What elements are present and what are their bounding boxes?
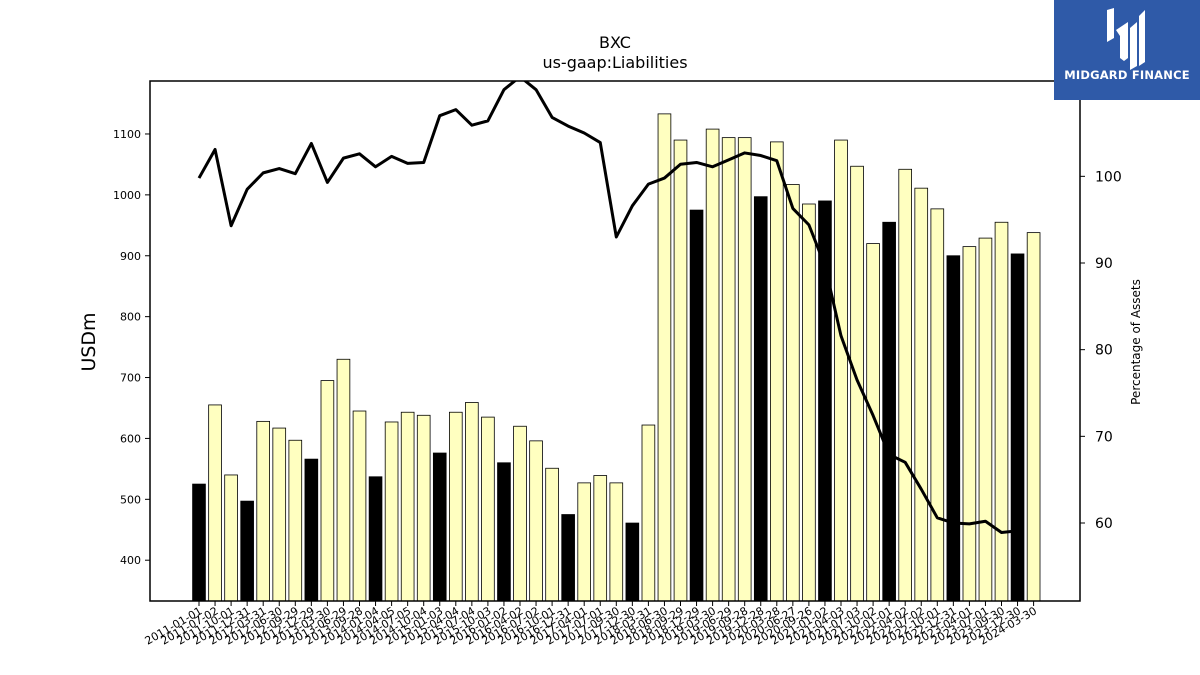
bar-2021-04-03 (834, 139, 848, 602)
bar-2018-12-29 (689, 209, 704, 602)
bar-2020-09-26 (802, 203, 816, 602)
y-tick-label-600: 600 (120, 432, 141, 445)
y2-tick-label-60: 60 (1095, 516, 1113, 532)
line-series (197, 81, 1018, 535)
bar-2012-03-31 (256, 420, 270, 602)
bar-2012-12-29 (304, 458, 319, 602)
bar-2013-06-29 (336, 358, 351, 602)
y2-tick-label-90: 90 (1095, 256, 1113, 272)
bar-2023-12-30 (1010, 253, 1025, 602)
brand-logo: MIDGARD FINANCE (1054, 0, 1200, 100)
bar-2013-09-28 (352, 410, 367, 602)
bar-2022-01-01 (882, 221, 896, 602)
y-axis-label: USDm (78, 312, 100, 371)
bar-2011-01-01 (192, 483, 206, 602)
y2-tick-label-80: 80 (1095, 343, 1113, 359)
bar-2016-12-31 (561, 514, 575, 602)
y-tick-label-800: 800 (120, 311, 141, 324)
bar-2020-06-27 (786, 184, 800, 602)
y-tick-label-1100: 1100 (113, 128, 141, 141)
y2-axis-label: Percentage of Assets (1129, 279, 1143, 405)
bar-2018-03-31 (641, 424, 656, 602)
bar-2019-06-29 (721, 137, 736, 602)
bar-2016-10-01 (545, 467, 559, 602)
bar-2021-10-02 (866, 243, 880, 602)
bar-2019-12-28 (753, 196, 768, 602)
bar-2016-04-02 (513, 425, 527, 602)
bar-2023-04-01 (962, 246, 977, 602)
bar-2021-01-02 (818, 200, 832, 602)
bar-2015-01-03 (432, 452, 447, 602)
y2-tick-label-70: 70 (1095, 429, 1113, 445)
bar-2014-01-04 (368, 476, 383, 602)
y-tick-label-1000: 1000 (113, 189, 141, 202)
bar-2017-12-30 (625, 522, 640, 602)
bar-2022-10-01 (930, 208, 945, 602)
bar-2015-07-04 (465, 402, 479, 602)
bar-2023-07-01 (978, 237, 993, 602)
y-tick-label-900: 900 (120, 250, 141, 263)
bar-2024-03-30 (1026, 232, 1041, 602)
bar-2015-04-04 (448, 411, 463, 602)
bar-2018-09-29 (673, 139, 688, 602)
y-tick-label-700: 700 (120, 372, 141, 385)
bar-2016-07-02 (529, 440, 543, 602)
bar-2011-07-02 (208, 404, 222, 602)
y-tick-label-500: 500 (120, 493, 141, 506)
y2-tick-label-100: 100 (1095, 169, 1122, 185)
bar-2023-09-30 (994, 221, 1009, 602)
plot-frame (149, 80, 1081, 602)
bar-2022-04-02 (898, 168, 912, 602)
chart-subtitle: us-gaap:Liabilities (542, 53, 687, 72)
bar-2014-07-05 (400, 411, 415, 602)
line-percentage-of-assets (197, 81, 1018, 535)
bar-2012-09-29 (288, 439, 303, 602)
bar-2019-09-28 (737, 137, 752, 602)
midgard-logo-icon (1107, 8, 1145, 70)
chart-title: BXC (599, 33, 631, 52)
bar-2018-06-30 (657, 113, 672, 602)
y-axis: 400 500 600 700 800 900 1000 1100 (113, 128, 150, 567)
bar-2022-12-31 (946, 255, 961, 602)
bar-2017-09-30 (609, 482, 624, 602)
x-axis: 2011-01-012011-07-022011-10-012011-12-31… (143, 601, 1039, 648)
bar-2014-10-04 (416, 414, 431, 602)
bar-2022-07-02 (914, 187, 929, 602)
bar-2015-10-03 (481, 416, 495, 602)
brand-name: MIDGARD FINANCE (1064, 68, 1190, 82)
bar-2019-03-30 (705, 128, 720, 602)
bar-2014-04-05 (384, 421, 399, 602)
bar-2012-06-30 (272, 427, 287, 602)
bar-series (192, 113, 1041, 602)
bar-2020-03-28 (770, 141, 784, 602)
bar-2011-10-01 (224, 474, 238, 602)
bar-2011-12-31 (240, 500, 254, 602)
bar-2017-04-01 (577, 482, 591, 602)
y-tick-label-400: 400 (120, 554, 141, 567)
y2-axis: 60 70 80 90 100 (1080, 169, 1122, 532)
bar-2016-01-02 (497, 462, 511, 602)
bar-2017-07-01 (593, 475, 608, 602)
bar-2013-03-30 (320, 380, 335, 602)
